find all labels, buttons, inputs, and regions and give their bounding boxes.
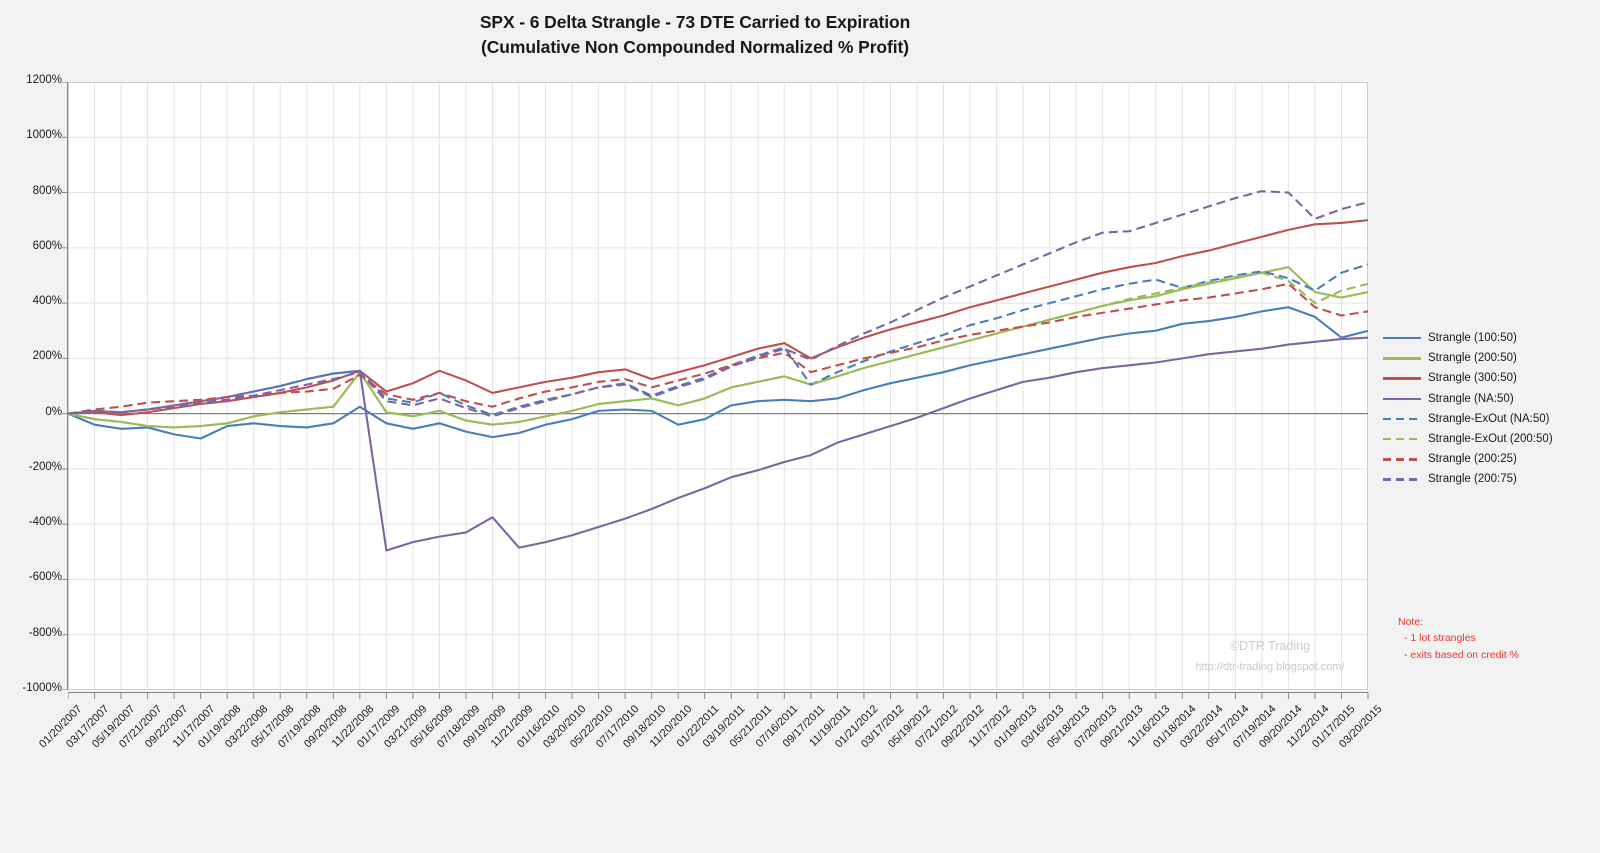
plot-area (68, 82, 1368, 690)
note-item-2: - exits based on credit % (1404, 648, 1519, 661)
legend-item[interactable]: Strangle (300:50) (1383, 368, 1598, 388)
series-line-1 (68, 266, 1368, 429)
y-axis-tick-label: -600% (28, 571, 62, 584)
watermark: ©DTR Trading http://dtr-trading.blogspot… (1155, 636, 1385, 677)
y-axis-tick-label: -800% (28, 626, 62, 639)
legend-line-dashed (1383, 478, 1421, 481)
y-axis-tick-label: 600% (32, 239, 62, 252)
y-axis-tick-label: 200% (32, 350, 62, 363)
y-axis-tick-label: -400% (28, 516, 62, 529)
plot-svg (68, 82, 1368, 690)
series-line-4 (68, 263, 1368, 417)
chart-container: SPX - 6 Delta Strangle - 73 DTE Carried … (0, 10, 1598, 785)
watermark-copyright: ©DTR Trading (1229, 639, 1311, 653)
y-axis-tick-label: -1000% (22, 682, 62, 694)
legend-item[interactable]: Strangle (NA:50) (1383, 389, 1598, 409)
legend-line-dashed (1383, 458, 1421, 461)
legend-label: Strangle-ExOut (200:50) (1428, 433, 1553, 446)
y-axis-labels: 1200% 1000% 800% 600% 400% 200% 0% -200% -400% -6… (0, 74, 68, 694)
legend-item[interactable]: Strangle-ExOut (NA:50) (1383, 409, 1598, 429)
legend-label: Strangle-ExOut (NA:50) (1428, 412, 1550, 425)
x-axis-spine (68, 692, 1369, 699)
note-title: Note: (1398, 616, 1424, 628)
series-line-0 (68, 306, 1368, 440)
legend-color-swatch (1383, 394, 1421, 404)
y-axis-tick-label: -200% (28, 460, 62, 473)
legend-item[interactable]: Strangle (100:50) (1383, 328, 1598, 348)
legend-color-swatch (1383, 373, 1421, 383)
legend-label: Strangle (200:75) (1428, 473, 1517, 486)
legend-item[interactable]: Strangle (200:75) (1383, 469, 1598, 489)
vertical-gridlines (68, 82, 1368, 690)
series-line-3 (68, 336, 1368, 552)
legend-item[interactable]: Strangle (200:50) (1383, 348, 1598, 368)
legend-line-dashed (1383, 417, 1421, 421)
legend-line-solid (1383, 397, 1421, 401)
legend-item[interactable]: Strangle (200:25) (1383, 449, 1598, 469)
legend-line-solid (1383, 357, 1421, 360)
chart-title-line1: SPX - 6 Delta Strangle - 73 DTE Carried … (479, 12, 911, 32)
series-line-7 (68, 190, 1368, 418)
legend-label: Strangle (100:50) (1428, 332, 1517, 345)
legend-color-swatch (1383, 474, 1421, 484)
legend-line-solid (1383, 377, 1421, 380)
chart-title: SPX - 6 Delta Strangle - 73 DTE Carried … (0, 10, 1390, 61)
legend-color-swatch (1383, 353, 1421, 363)
chart-title-line2: (Cumulative Non Compounded Normalized % … (481, 37, 909, 58)
legend-line-solid (1383, 337, 1421, 340)
note-item-1: - 1 lot strangles (1404, 632, 1476, 645)
legend-label: Strangle (200:50) (1428, 352, 1517, 365)
y-axis-tick-label: 1200% (26, 74, 62, 86)
legend-item[interactable]: Strangle-ExOut (200:50) (1383, 429, 1598, 449)
watermark-url: http://dtr-trading.blogspot.com/ (1195, 660, 1345, 673)
legend-label: Strangle (NA:50) (1428, 392, 1514, 405)
legend-line-dashed (1383, 438, 1421, 441)
x-axis-labels: 01/20/2007 03/17/2007 05/19/2007 07/21/2007… (37, 692, 1388, 785)
y-axis-tick-label: 400% (32, 295, 62, 308)
plot-border (68, 82, 1368, 690)
series-line-6 (68, 282, 1368, 415)
chart-legend: Strangle (100:50) Strangle (200:50) Strang… (1383, 328, 1598, 490)
y-axis-tick-label: 0% (45, 405, 62, 418)
legend-color-swatch (1383, 454, 1421, 464)
legend-label: Strangle (300:50) (1428, 372, 1517, 385)
y-axis-spine (62, 82, 68, 690)
plot-background (68, 82, 1368, 690)
note-block: Note: - 1 lot strangles - exits based on… (1398, 614, 1519, 663)
y-axis-tick-label: 800% (32, 184, 62, 197)
series-line-5 (68, 271, 1368, 429)
y-axis-tick-label: 1000% (26, 129, 62, 142)
legend-color-swatch (1383, 333, 1421, 343)
legend-color-swatch (1383, 434, 1421, 444)
legend-label: Strangle (200:25) (1428, 453, 1517, 466)
legend-color-swatch (1383, 414, 1421, 424)
